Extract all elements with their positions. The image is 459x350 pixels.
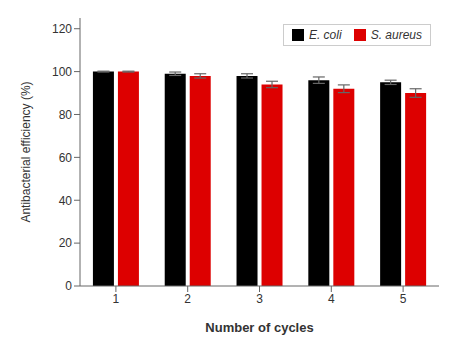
svg-text:20: 20 [59,236,73,250]
svg-text:0: 0 [65,279,72,293]
svg-text:1: 1 [113,292,120,306]
svg-text:3: 3 [256,292,263,306]
svg-text:120: 120 [52,22,72,36]
svg-text:40: 40 [59,194,73,208]
svg-text:5: 5 [400,292,407,306]
svg-text:60: 60 [59,151,73,165]
svg-text:80: 80 [59,108,73,122]
svg-text:Number of cycles: Number of cycles [205,320,313,335]
svg-text:2: 2 [184,292,191,306]
svg-text:4: 4 [328,292,335,306]
svg-text:100: 100 [52,65,72,79]
html-text:E. coli: E. coli [308,28,342,42]
html-text:S. aureus: S. aureus [370,28,422,42]
svg-text:Antibacterial efficiency (%): Antibacterial efficiency (%) [19,81,33,222]
